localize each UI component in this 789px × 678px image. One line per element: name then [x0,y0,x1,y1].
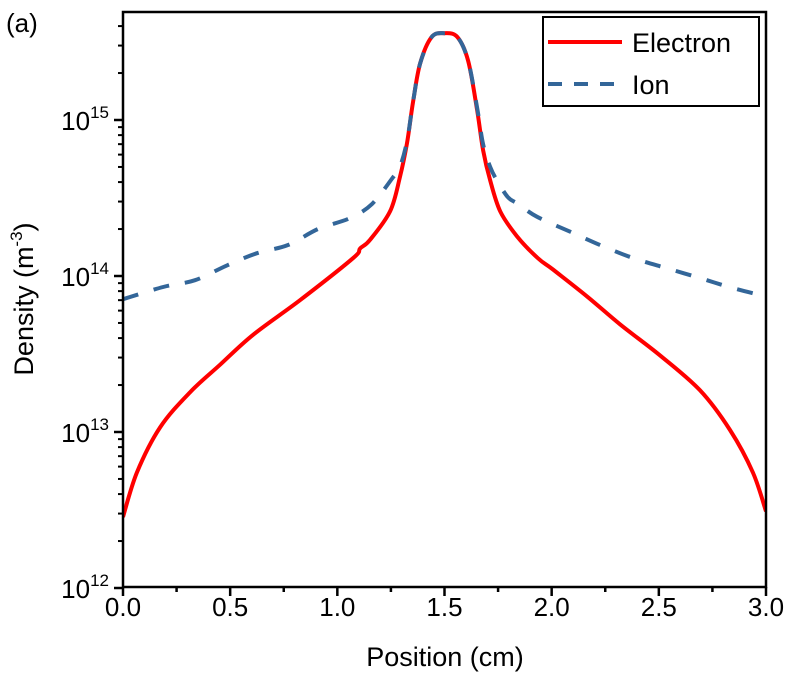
y-tick-label: 1013 [61,415,109,448]
x-tick-label: 0.5 [212,592,248,622]
axes [114,10,768,596]
x-tick-label: 2.5 [641,592,677,622]
x-axis-title: Position (cm) [366,642,524,672]
x-tick-label: 3.0 [748,592,784,622]
panel-label: (a) [6,8,38,38]
plot-area [123,31,766,518]
x-tick-label: 0.0 [105,592,141,622]
x-tick-label: 1.0 [319,592,355,622]
y-tick-label: 1012 [61,571,109,604]
legend-label-electron: Electron [632,28,731,58]
legend-box [542,16,760,107]
legend-label-ion: Ion [632,70,670,100]
x-tick-label: 2.0 [534,592,570,622]
y-tick-labels: 1012 1013 1014 1015 [61,103,109,604]
x-tick-label: 1.5 [426,592,462,622]
y-axis-title: Density (m-3) [7,222,39,375]
y-tick-label: 1014 [61,259,109,292]
y-tick-label: 1015 [61,103,109,136]
x-tick-labels: 0.0 0.5 1.0 1.5 2.0 2.5 3.0 [105,592,784,622]
legend: Electron Ion [542,16,760,107]
